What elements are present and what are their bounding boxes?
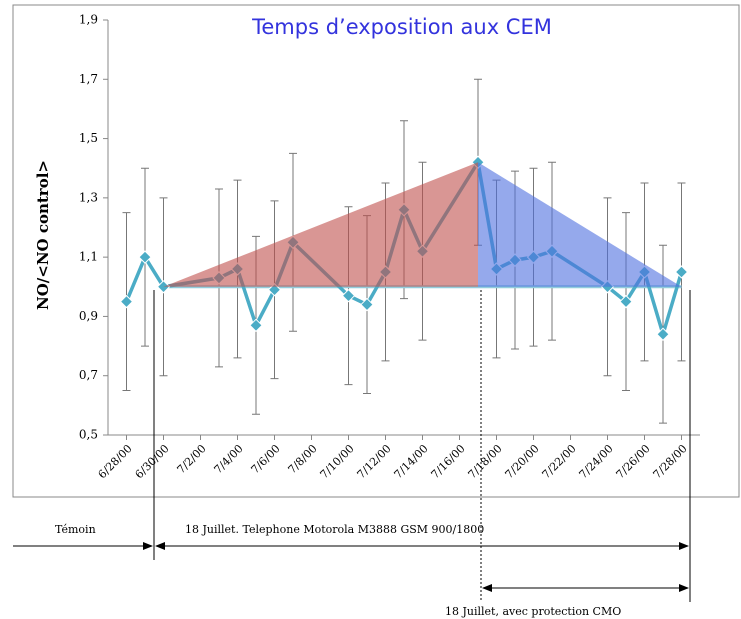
x-tick-label: 6/28/00	[96, 442, 135, 481]
marker	[156, 280, 171, 294]
y-tick-label: 0,5	[79, 428, 98, 442]
x-tick-label: 7/18/00	[466, 442, 505, 481]
region	[478, 162, 682, 287]
x-tick-label: 7/2/00	[175, 442, 209, 476]
region	[163, 162, 478, 287]
x-tick-label: 7/8/00	[286, 442, 320, 476]
x-tick-label: 7/28/00	[651, 442, 690, 481]
x-tick-label: 7/12/00	[355, 442, 394, 481]
x-tick-label: 7/14/00	[392, 442, 431, 481]
annotation: 18 Juillet. Telephone Motorola M3888 GSM…	[185, 523, 484, 536]
x-tick-label: 7/4/00	[212, 442, 246, 476]
y-axis-label: NO/<NO control>	[34, 160, 52, 310]
plot: 0,50,70,91,11,31,51,71,96/28/006/30/00 7/…	[79, 13, 700, 481]
marker	[656, 327, 670, 341]
chart-title: Temps d’exposition aux CEM	[251, 15, 552, 39]
marker	[360, 297, 374, 312]
y-tick-label: 1,5	[79, 131, 98, 145]
marker	[119, 294, 134, 309]
annotation: 18 Juillet, avec protection CMO	[445, 605, 621, 618]
y-tick-label: 1,7	[79, 72, 98, 86]
x-tick-label: 7/6/00	[249, 442, 283, 476]
y-tick-label: 0,7	[79, 368, 98, 382]
x-tick-label: 7/16/00	[429, 442, 468, 481]
x-tick-label: 6/30/00	[133, 442, 172, 481]
marker	[674, 265, 689, 279]
marker	[619, 294, 633, 309]
x-tick-label: 7/24/00	[577, 442, 616, 481]
y-tick-label: 0,9	[79, 309, 98, 323]
annotations: Témoin 18 Juillet. Telephone Motorola M3…	[13, 290, 691, 618]
annotation: Témoin	[55, 523, 96, 536]
marker	[249, 318, 263, 333]
chart-frame	[12, 4, 740, 498]
y-tick-label: 1,1	[79, 250, 98, 264]
marker	[341, 288, 356, 303]
y-tick-label: 1,9	[79, 13, 98, 27]
x-tick-label: 7/10/00	[318, 442, 357, 481]
x-tick-label: 7/22/00	[540, 442, 579, 481]
x-tick-label: 7/20/00	[503, 442, 542, 481]
x-tick-label: 7/26/00	[614, 442, 653, 481]
y-tick-label: 1,3	[79, 190, 98, 204]
marker	[138, 250, 152, 264]
